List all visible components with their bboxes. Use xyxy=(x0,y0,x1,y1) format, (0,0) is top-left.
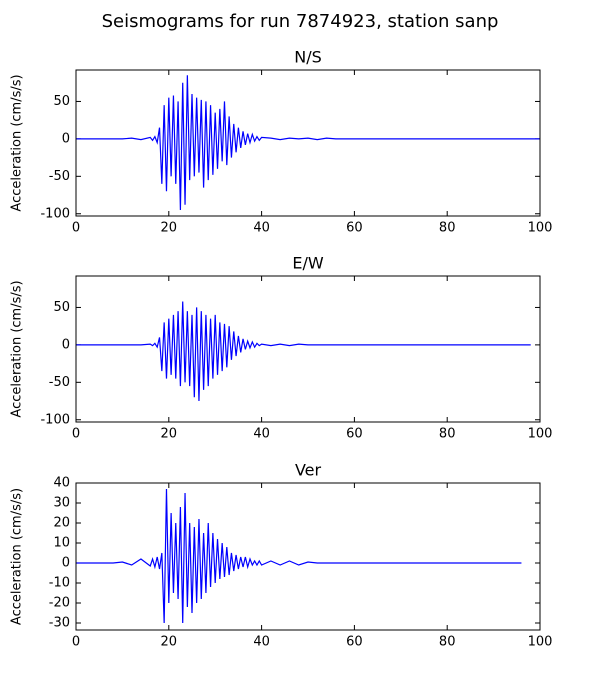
y-tick-label: 40 xyxy=(53,476,70,491)
y-tick-label: 50 xyxy=(53,94,70,109)
x-tick-label: 20 xyxy=(161,427,178,442)
y-tick-label: 10 xyxy=(53,536,70,551)
y-tick-label: 0 xyxy=(62,337,70,352)
panel-title: Ver xyxy=(295,461,322,480)
x-tick-label: 40 xyxy=(253,635,270,650)
panel-title: E/W xyxy=(292,254,324,273)
x-tick-label: 20 xyxy=(161,635,178,650)
figure-title: Seismograms for run 7874923, station san… xyxy=(102,11,499,32)
y-axis-label: Acceleration (cm/s/s) xyxy=(10,74,25,211)
y-tick-label: -50 xyxy=(49,169,70,184)
x-tick-label: 100 xyxy=(528,221,553,236)
y-tick-label: -20 xyxy=(49,596,70,611)
x-tick-label: 60 xyxy=(346,635,363,650)
x-tick-label: 60 xyxy=(346,221,363,236)
y-axis-label: Acceleration (cm/s/s) xyxy=(10,488,25,625)
seismogram-line xyxy=(76,488,522,624)
y-axis-label: Acceleration (cm/s/s) xyxy=(10,280,25,417)
x-tick-label: 40 xyxy=(253,221,270,236)
y-tick-label: 20 xyxy=(53,516,70,531)
x-tick-label: 40 xyxy=(253,427,270,442)
y-tick-label: 50 xyxy=(53,300,70,315)
y-tick-label: -10 xyxy=(49,576,70,591)
x-tick-label: 0 xyxy=(72,427,80,442)
seismogram-line xyxy=(76,301,531,402)
x-tick-label: 0 xyxy=(72,635,80,650)
axes-frame xyxy=(75,69,541,217)
x-tick-label: 100 xyxy=(528,427,553,442)
y-tick-label: -30 xyxy=(49,616,70,631)
x-tick-label: 80 xyxy=(439,221,456,236)
x-tick-label: 80 xyxy=(439,427,456,442)
y-tick-label: -50 xyxy=(49,375,70,390)
x-tick-label: 0 xyxy=(72,221,80,236)
x-tick-label: 80 xyxy=(439,635,456,650)
x-tick-label: 60 xyxy=(346,427,363,442)
x-tick-label: 20 xyxy=(161,221,178,236)
seismogram-line xyxy=(76,75,540,211)
y-tick-label: -100 xyxy=(40,206,70,221)
axes-frame xyxy=(75,275,541,423)
axes-frame xyxy=(75,482,541,631)
panel-title: N/S xyxy=(294,48,322,67)
y-tick-label: 0 xyxy=(62,556,70,571)
x-tick-label: 100 xyxy=(528,635,553,650)
y-tick-label: 0 xyxy=(62,131,70,146)
y-tick-label: 30 xyxy=(53,496,70,511)
y-tick-label: -100 xyxy=(40,412,70,427)
